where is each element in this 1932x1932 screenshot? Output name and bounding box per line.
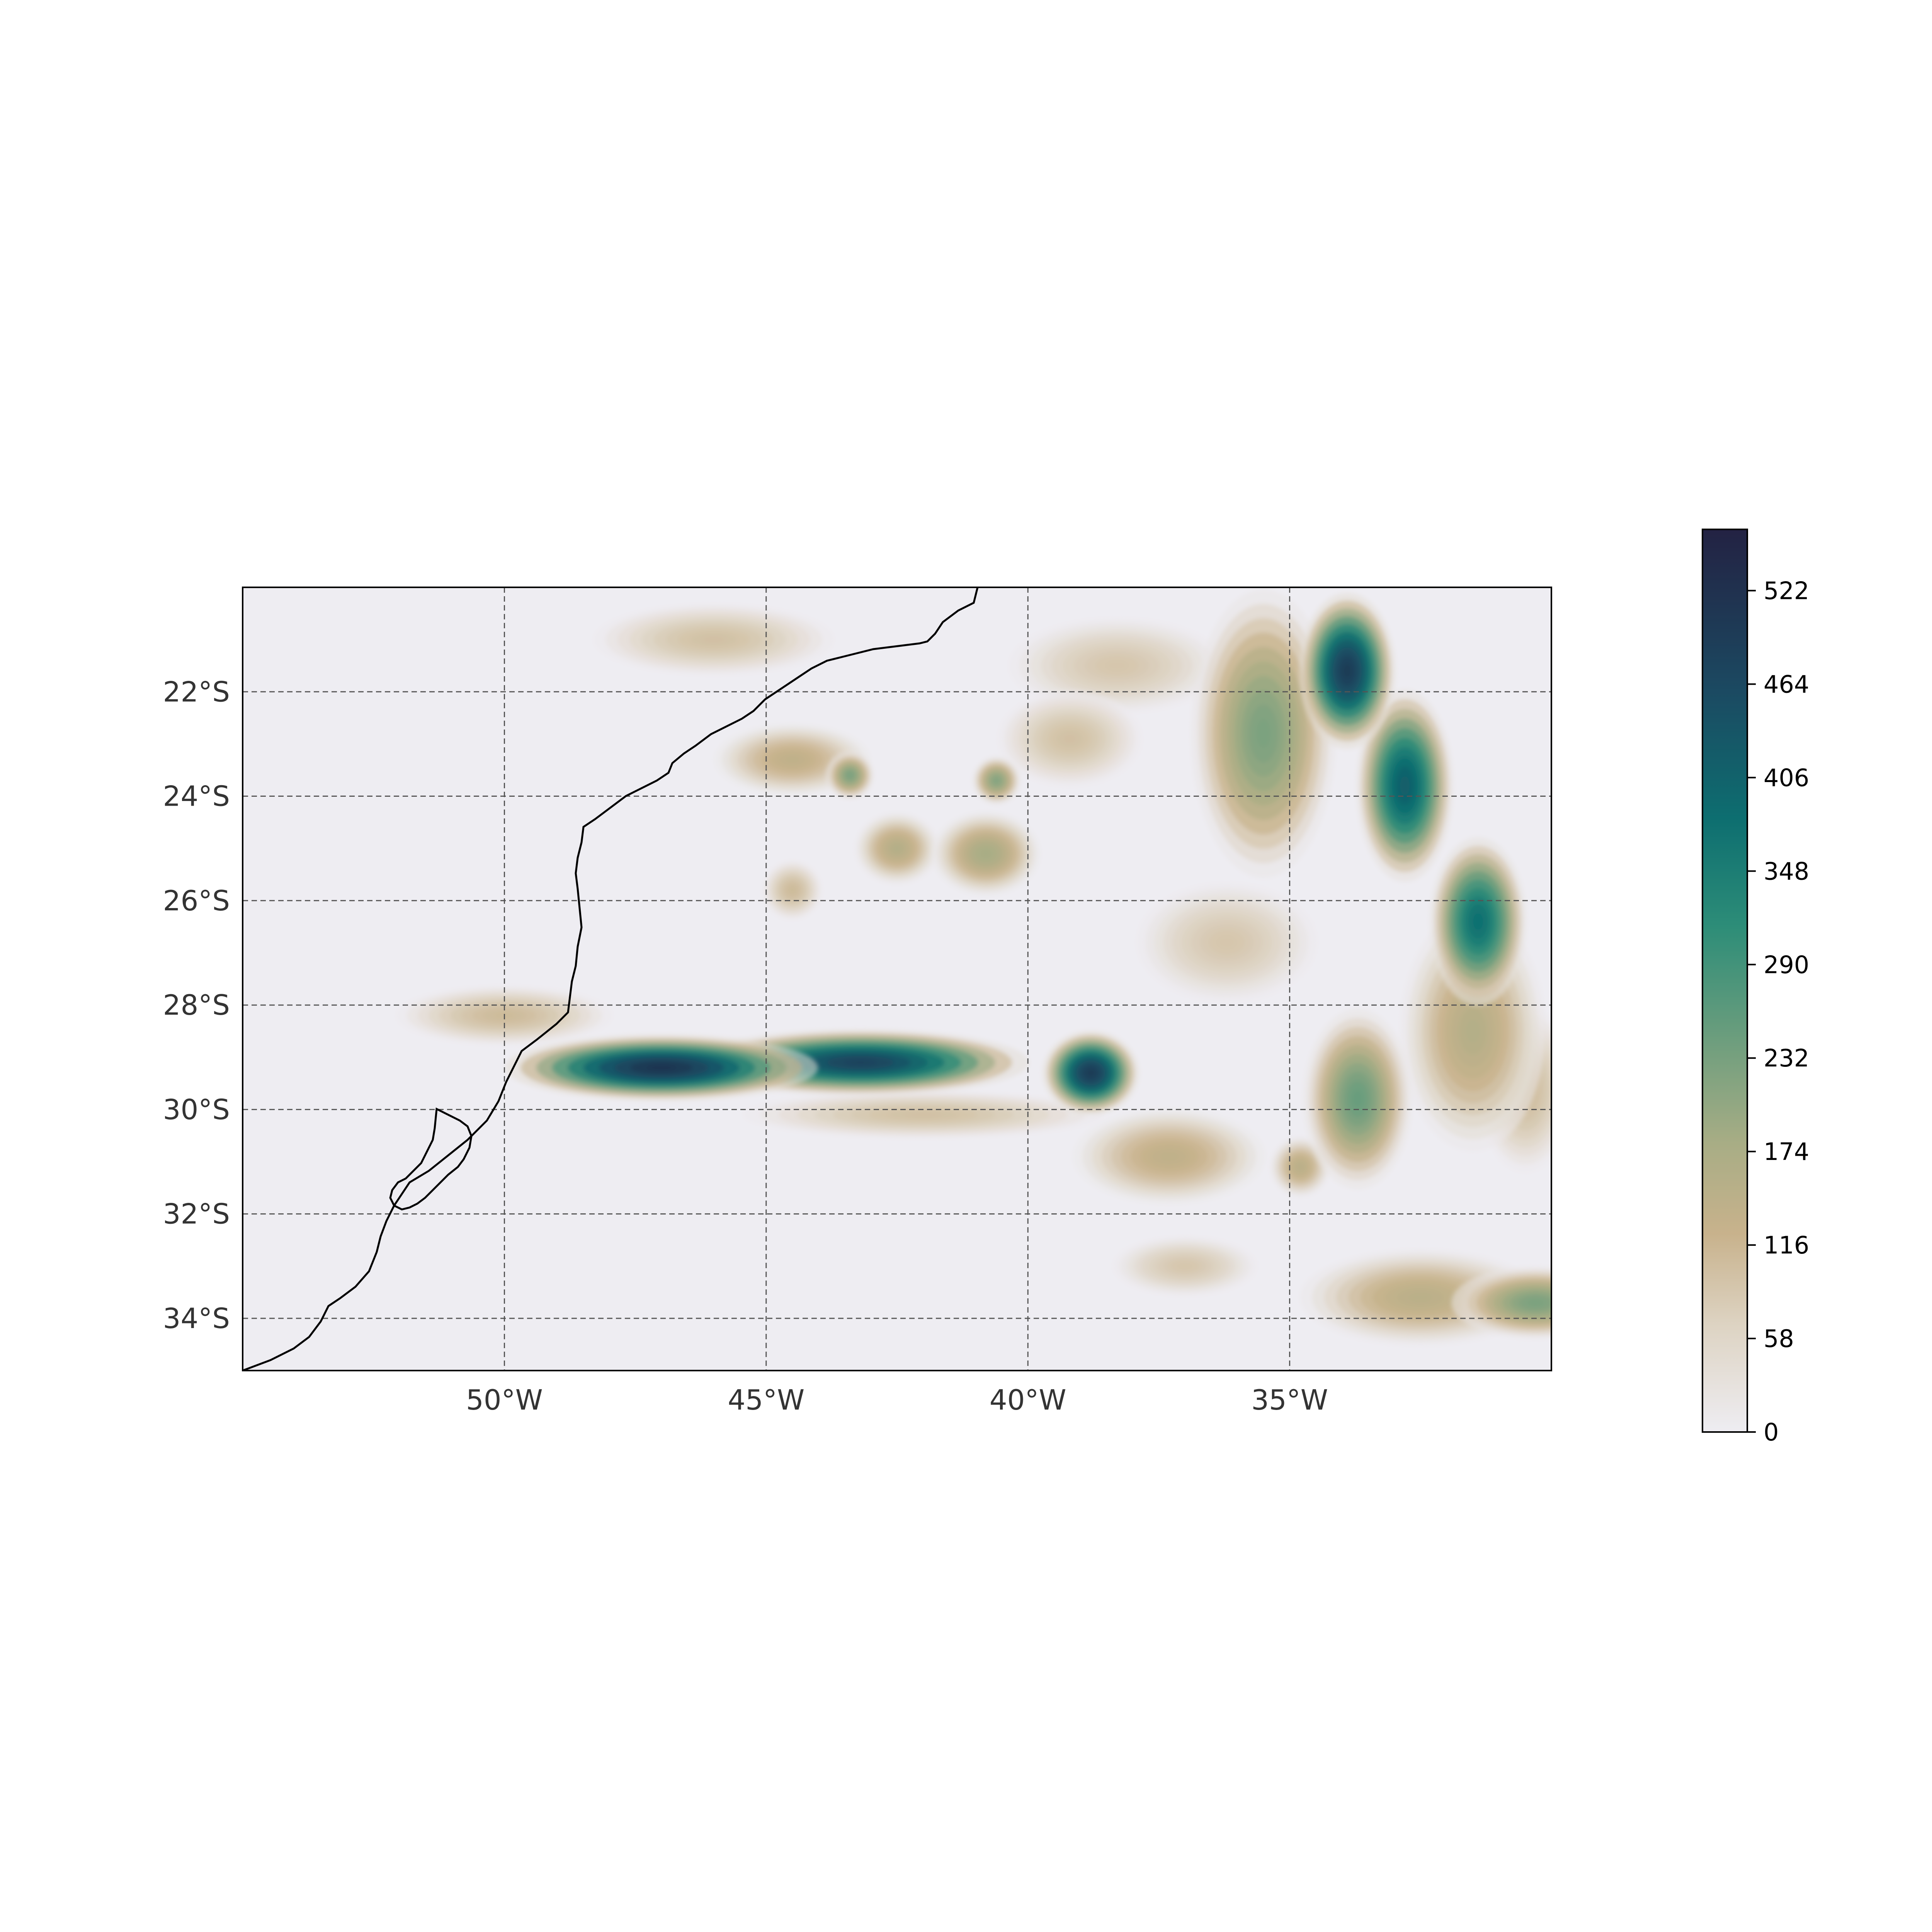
colorbar-tick-label: 522 [1764, 577, 1809, 605]
heat-contour [1160, 1151, 1179, 1162]
colorbar-tick-label: 58 [1764, 1325, 1794, 1353]
colorbar-tick-label: 406 [1764, 764, 1809, 792]
heat-contour [994, 778, 999, 783]
colorbar-tick-label: 464 [1764, 670, 1809, 698]
colorbar-tick-label: 290 [1764, 951, 1809, 979]
heat-feature [826, 751, 874, 799]
colorbar-tick-label: 232 [1764, 1044, 1809, 1072]
heat-contour [1218, 936, 1236, 949]
heat-feature [1073, 1108, 1266, 1205]
heat-feature [762, 860, 823, 920]
heat-feature [997, 690, 1142, 787]
heat-feature [1191, 589, 1336, 878]
lat-tick-label: 24°S [163, 780, 230, 813]
heat-contour [1408, 1293, 1433, 1303]
heat-feature [1299, 593, 1396, 749]
heat-contour [1466, 1019, 1480, 1043]
heat-contour [844, 1059, 878, 1066]
heat-feature [1009, 617, 1225, 714]
latitude-labels: 22°S 24°S 26°S 28°S 30°S 32°S 34°S [163, 675, 230, 1335]
heat-contour [1473, 913, 1483, 930]
heat-feature [593, 603, 834, 676]
lat-tick-label: 34°S [163, 1302, 230, 1335]
gridlines [243, 587, 1551, 1371]
colorbar-ticks: 0 58 116 174 232 290 348 406 464 522 [1747, 577, 1809, 1446]
heat-contour [1062, 734, 1077, 744]
lon-tick-label: 35°W [1251, 1384, 1328, 1416]
heat-contour [1106, 661, 1128, 671]
heat-feature [742, 1090, 1104, 1139]
lat-tick-label: 26°S [163, 884, 230, 917]
heat-contour [1297, 1164, 1303, 1170]
colorbar-tick-label: 348 [1764, 857, 1809, 885]
heat-feature [1357, 689, 1453, 882]
heat-feature [1451, 1267, 1551, 1339]
heat-contour [1352, 1090, 1363, 1108]
heat-feature [972, 756, 1021, 805]
heat-contour [646, 1064, 677, 1071]
lat-tick-label: 32°S [163, 1198, 230, 1230]
heat-contour [1256, 719, 1271, 748]
lat-tick-label: 30°S [163, 1093, 230, 1126]
heat-feature [1043, 1031, 1139, 1115]
coastline [243, 587, 979, 1371]
map-frame [242, 587, 1552, 1371]
lon-tick-label: 50°W [466, 1384, 543, 1416]
lon-tick-label: 40°W [990, 1384, 1066, 1416]
colorbar-tick-label: 116 [1764, 1231, 1809, 1259]
heat-contour [1527, 1299, 1544, 1306]
colorbar-tick-label: 0 [1764, 1418, 1779, 1446]
colorbar-tick-label: 174 [1764, 1138, 1809, 1166]
heat-contour [1400, 776, 1410, 796]
lat-tick-label: 22°S [163, 675, 230, 708]
heat-feature [932, 811, 1040, 896]
heat-feature [1270, 1137, 1330, 1197]
heat-feature [1136, 882, 1317, 1003]
colorbar [1702, 529, 1748, 1433]
heat-contour [893, 845, 901, 852]
heat-contour [1177, 1263, 1192, 1269]
heat-contour [847, 773, 852, 778]
heat-contour [784, 756, 800, 764]
heat-contour [702, 636, 726, 643]
heat-feature [1112, 1236, 1257, 1296]
heat-contour [905, 1112, 941, 1117]
lon-tick-label: 45°W [728, 1384, 804, 1416]
longitude-labels: 50°W 45°W 40°W 35°W [466, 1384, 1328, 1416]
heat-contour [1086, 1068, 1096, 1077]
heat-feature [505, 1034, 818, 1101]
heat-feature [1430, 837, 1526, 1006]
lagoon-outline [389, 1107, 473, 1211]
heat-contour [980, 849, 992, 858]
heat-contour [789, 887, 796, 893]
lat-tick-label: 28°S [163, 989, 230, 1021]
heat-contour [1342, 663, 1352, 679]
heat-feature [855, 812, 939, 884]
heat-feature [1303, 1009, 1412, 1189]
